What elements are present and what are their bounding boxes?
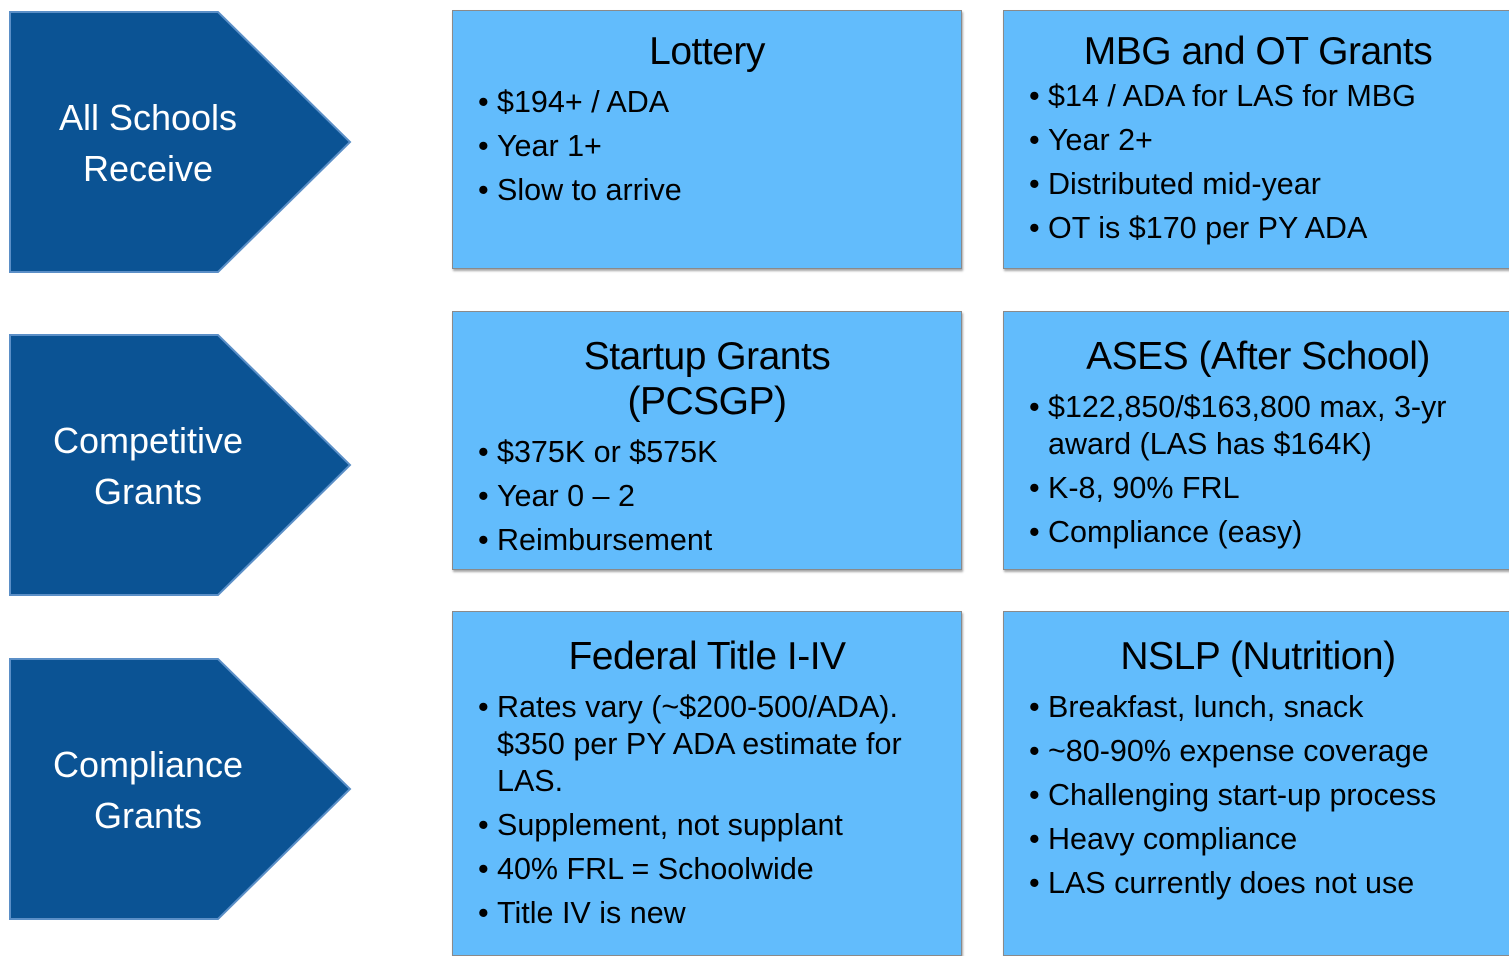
label-line: All Schools: [58, 97, 238, 138]
box-title: Lottery: [649, 30, 765, 73]
bullet: Year 0 – 2: [478, 478, 951, 515]
chevron: [9, 658, 352, 920]
bullet: $14 / ADA for LAS for MBG: [1029, 78, 1502, 115]
bullet: $375K or $575K: [478, 434, 951, 471]
chevron-label: All Schools Receive: [10, 92, 286, 194]
label-line: Grants: [93, 471, 203, 512]
bullet: K-8, 90% FRL: [1029, 470, 1502, 507]
bullet: Year 2+: [1029, 122, 1502, 159]
chevron-shape: [9, 11, 352, 273]
bullet-list: $122,850/$163,800 max, 3-yr award (LAS h…: [1004, 389, 1509, 551]
bullet: Distributed mid-year: [1029, 166, 1502, 203]
box-title: MBG and OT Grants: [1083, 30, 1433, 73]
chevron-label: Compliance Grants: [10, 739, 286, 841]
box-title: Startup Grants (PCSGP): [583, 335, 831, 423]
bullet: Heavy compliance: [1029, 821, 1502, 858]
bullet: Compliance (easy): [1029, 514, 1502, 551]
label-line: Competitive: [52, 420, 244, 461]
chevron-label: Competitive Grants: [10, 415, 286, 517]
bullet: Challenging start-up process: [1029, 777, 1502, 814]
box-title: Federal Title I-IV: [568, 635, 846, 678]
bullet: LAS currently does not use: [1029, 865, 1502, 902]
bullet: Breakfast, lunch, snack: [1029, 689, 1502, 726]
bullet: Rates vary (~$200-500/ADA). $350 per PY …: [478, 689, 951, 800]
label-line: Grants: [93, 795, 203, 836]
info-box: Federal Title I-IV Rates vary (~$200-500/…: [452, 611, 962, 956]
bullet-list: $375K or $575K Year 0 – 2 Reimbursement: [453, 434, 961, 559]
chevron: [9, 11, 352, 273]
bullet: $194+ / ADA: [478, 84, 951, 121]
label-line: Compliance: [52, 744, 244, 785]
chevron-shape: [9, 334, 352, 596]
bullet: Supplement, not supplant: [478, 807, 951, 844]
info-box: Lottery $194+ / ADA Year 1+ Slow to arrive: [452, 10, 962, 269]
bullet: Year 1+: [478, 128, 951, 165]
bullet: Reimbursement: [478, 522, 951, 559]
info-box: MBG and OT Grants $14 / ADA for LAS for M…: [1003, 10, 1509, 269]
bullet-list: $194+ / ADA Year 1+ Slow to arrive: [453, 84, 961, 209]
bullet-list: Rates vary (~$200-500/ADA). $350 per PY …: [453, 689, 961, 932]
bullet: $122,850/$163,800 max, 3-yr award (LAS h…: [1029, 389, 1502, 463]
chevron: [9, 334, 352, 596]
bullet-list: $14 / ADA for LAS for MBG Year 2+ Distribu…: [1004, 78, 1509, 247]
info-box: Startup Grants (PCSGP) $375K or $575K Year…: [452, 311, 962, 570]
box-title: NSLP (Nutrition): [1120, 635, 1396, 678]
box-title: ASES (After School): [1086, 335, 1430, 378]
info-box: ASES (After School) $122,850/$163,800 max…: [1003, 311, 1509, 570]
bullet: Title IV is new: [478, 895, 951, 932]
bullet: 40% FRL = Schoolwide: [478, 851, 951, 888]
bullet: ~80-90% expense coverage: [1029, 733, 1502, 770]
bullet: Slow to arrive: [478, 172, 951, 209]
bullet: OT is $170 per PY ADA: [1029, 210, 1502, 247]
label-line: Receive: [82, 148, 214, 189]
bullet-list: Breakfast, lunch, snack ~80-90% expense c…: [1004, 689, 1509, 902]
info-box: NSLP (Nutrition) Breakfast, lunch, snack ~…: [1003, 611, 1509, 956]
chevron-shape: [9, 658, 352, 920]
